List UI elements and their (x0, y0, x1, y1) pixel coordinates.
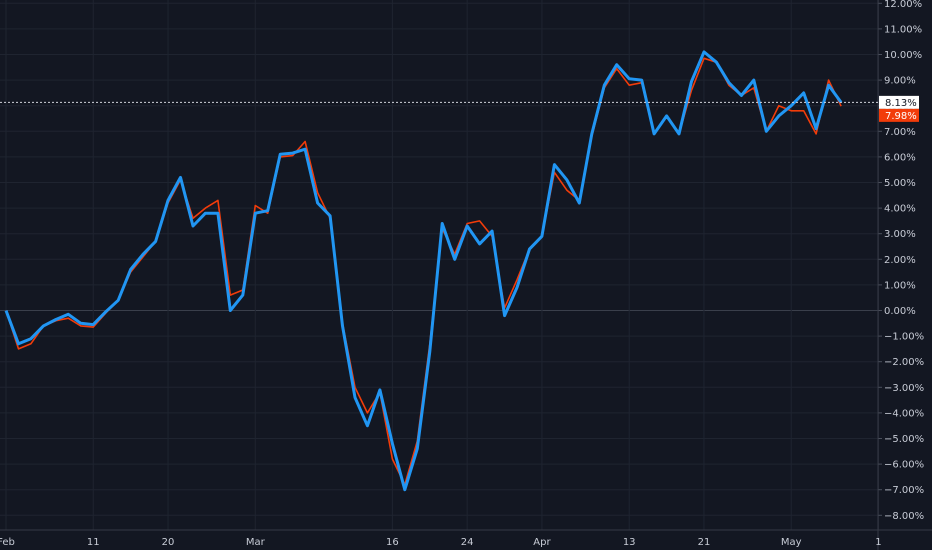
y-tick-label: −7.00% (884, 485, 924, 496)
x-tick-label: 20 (162, 537, 175, 548)
x-tick-label: Feb (0, 537, 15, 548)
x-tick-label: Apr (533, 537, 551, 548)
x-tick-label: 1 (875, 537, 881, 548)
y-tick-label: −8.00% (884, 511, 924, 522)
last-value-label-red: 7.98% (885, 111, 917, 122)
x-tick-label: 21 (698, 537, 711, 548)
x-tick-label: 24 (461, 537, 474, 548)
y-tick-label: −4.00% (884, 408, 924, 419)
y-tick-label: −6.00% (884, 460, 924, 471)
y-tick-label: 9.00% (884, 76, 916, 87)
y-tick-label: −1.00% (884, 332, 924, 343)
y-tick-label: 1.00% (884, 280, 916, 291)
y-tick-label: 12.00% (884, 0, 922, 10)
y-tick-label: 3.00% (884, 229, 916, 240)
x-tick-label: Mar (246, 537, 266, 548)
y-tick-label: 10.00% (884, 50, 922, 61)
y-tick-label: −2.00% (884, 357, 924, 368)
x-tick-label: 13 (623, 537, 636, 548)
series-layer (4, 50, 843, 492)
grid (0, 0, 879, 530)
y-tick-label: −5.00% (884, 434, 924, 445)
series-line-blue (4, 50, 843, 492)
price-labels: 8.13% 7.98% (0, 95, 919, 122)
y-tick-label: 6.00% (884, 152, 916, 163)
y-tick-label: 2.00% (884, 255, 916, 266)
y-tick-label: 4.00% (884, 204, 916, 215)
last-value-box-red (879, 108, 919, 122)
x-tick-label: May (781, 537, 802, 548)
x-axis: Feb 11 20 Mar 16 24 Apr 13 21 May 1 (0, 529, 932, 548)
y-tick-label: 11.00% (884, 24, 922, 35)
y-axis: 12.00%11.00%10.00%9.00%8.00%7.00%6.00%5.… (877, 0, 924, 550)
last-value-box-blue (879, 95, 919, 109)
y-tick-label: −3.00% (884, 383, 924, 394)
y-tick-label: 5.00% (884, 178, 916, 189)
y-tick-label: 0.00% (884, 306, 916, 317)
last-value-label-blue: 8.13% (885, 98, 917, 109)
x-tick-label: 16 (386, 537, 399, 548)
x-tick-label: 11 (87, 537, 100, 548)
y-tick-label: 7.00% (884, 127, 916, 138)
